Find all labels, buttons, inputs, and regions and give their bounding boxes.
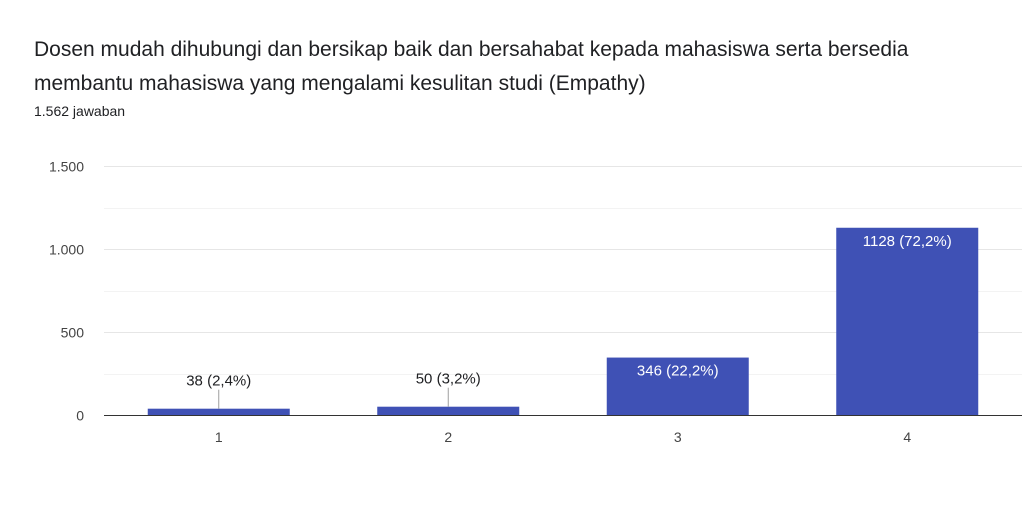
data-label: 50 (3,2%) bbox=[416, 371, 481, 388]
y-tick-label: 1.500 bbox=[49, 159, 84, 175]
bar bbox=[606, 357, 749, 415]
data-label: 1128 (72,2%) bbox=[863, 233, 952, 250]
y-tick-label: 500 bbox=[61, 325, 85, 341]
data-label: 38 (2,4%) bbox=[186, 373, 251, 390]
y-tick-label: 0 bbox=[76, 408, 84, 424]
y-tick-label: 1.000 bbox=[49, 242, 84, 258]
x-tick-label: 3 bbox=[674, 429, 682, 445]
x-tick-label: 1 bbox=[215, 429, 223, 445]
bar bbox=[147, 408, 290, 415]
chart-title: Dosen mudah dihubungi dan bersikap baik … bbox=[34, 38, 909, 95]
x-tick-label: 2 bbox=[444, 429, 452, 445]
x-tick-label: 4 bbox=[903, 429, 911, 445]
bar bbox=[377, 406, 520, 415]
response-count: 1.562 jawaban bbox=[34, 103, 126, 119]
bar bbox=[836, 227, 979, 415]
data-label: 346 (22,2%) bbox=[637, 363, 719, 380]
